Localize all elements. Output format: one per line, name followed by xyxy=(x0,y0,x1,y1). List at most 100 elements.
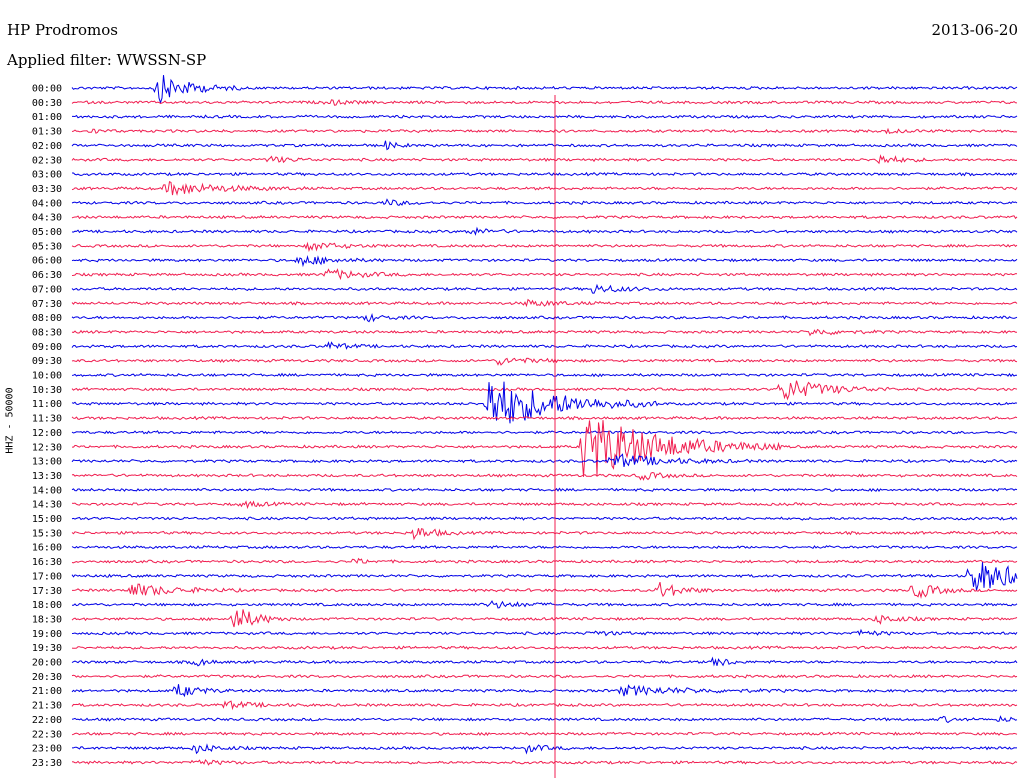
trace-line xyxy=(71,487,1018,492)
time-label: 02:00 xyxy=(32,141,62,152)
trace-line xyxy=(71,241,1018,253)
time-label: 23:00 xyxy=(32,744,62,755)
time-label: 14:00 xyxy=(32,485,62,496)
time-label: 14:30 xyxy=(32,500,62,511)
time-label: 07:30 xyxy=(32,299,62,310)
trace-line xyxy=(71,254,1018,268)
time-label: 23:30 xyxy=(32,758,62,769)
trace-line xyxy=(71,75,1018,105)
trace-line xyxy=(71,99,1018,106)
time-label: 21:30 xyxy=(32,701,62,712)
trace-line xyxy=(71,544,1018,550)
trace-line xyxy=(72,743,1017,755)
filter-label: Applied filter: WWSSN-SP xyxy=(7,51,207,69)
trace-line xyxy=(72,581,1018,599)
time-label: 20:30 xyxy=(32,672,62,683)
trace-line xyxy=(71,312,1018,323)
trace-line xyxy=(71,516,1018,521)
trace-line xyxy=(72,171,1018,177)
trace-line xyxy=(71,557,1018,564)
trace-line xyxy=(72,420,1018,477)
trace-line xyxy=(71,226,1018,236)
time-label: 17:30 xyxy=(32,586,62,597)
time-label: 12:00 xyxy=(32,428,62,439)
time-label: 06:00 xyxy=(32,256,62,267)
time-label: 17:00 xyxy=(32,571,62,582)
trace-line xyxy=(71,656,1018,667)
trace-line xyxy=(71,357,1018,366)
time-label: 19:30 xyxy=(32,643,62,654)
time-label: 08:00 xyxy=(32,313,62,324)
trace-line xyxy=(71,453,1018,468)
time-label: 01:30 xyxy=(32,127,62,138)
trace-line xyxy=(71,715,1018,724)
time-label: 07:00 xyxy=(32,284,62,295)
time-label: 10:00 xyxy=(32,371,62,382)
time-label: 10:30 xyxy=(32,385,62,396)
trace-line xyxy=(71,628,1018,637)
trace-line xyxy=(71,140,1018,151)
time-label: 13:00 xyxy=(32,457,62,468)
trace-line xyxy=(71,430,1018,435)
time-label: 04:00 xyxy=(32,198,62,209)
trace-line xyxy=(71,415,1018,421)
time-label: 06:30 xyxy=(32,270,62,281)
trace-line xyxy=(71,372,1017,378)
time-label: 22:30 xyxy=(32,729,62,740)
time-label: 00:30 xyxy=(32,98,62,109)
time-label: 05:00 xyxy=(32,227,62,238)
record-date: 2013-06-20 xyxy=(931,21,1018,39)
trace-line xyxy=(71,645,1018,650)
trace-line xyxy=(71,758,1018,766)
trace-line xyxy=(71,154,1018,165)
trace-line xyxy=(71,562,1018,591)
trace-line xyxy=(71,180,1018,196)
time-label: 13:30 xyxy=(32,471,62,482)
trace-line xyxy=(71,341,1018,350)
time-label: 03:00 xyxy=(32,170,62,181)
trace-line xyxy=(71,328,1017,337)
trace-line xyxy=(71,127,1018,135)
time-label: 01:00 xyxy=(32,112,62,123)
trace-line xyxy=(72,600,1018,609)
trace-line xyxy=(71,283,1018,294)
time-label: 22:00 xyxy=(32,715,62,726)
time-label: 20:00 xyxy=(32,658,62,669)
trace-line xyxy=(71,528,1018,541)
trace-line xyxy=(71,198,1018,207)
time-label: 18:00 xyxy=(32,600,62,611)
trace-line xyxy=(71,684,1018,698)
time-label: 03:30 xyxy=(32,184,62,195)
time-label: 15:00 xyxy=(32,514,62,525)
time-label: 12:30 xyxy=(32,442,62,453)
time-label: 05:30 xyxy=(32,241,62,252)
trace-line xyxy=(71,381,1018,424)
time-label: 09:30 xyxy=(32,356,62,367)
time-label: 02:30 xyxy=(32,155,62,166)
time-label: 21:00 xyxy=(32,686,62,697)
time-label: 11:30 xyxy=(32,414,62,425)
time-label: 19:00 xyxy=(32,629,62,640)
time-label: 08:30 xyxy=(32,327,62,338)
trace-line xyxy=(71,700,1018,711)
trace-line xyxy=(71,298,1018,308)
station-name: HP Prodromos xyxy=(7,21,118,39)
time-label: 00:00 xyxy=(32,84,62,95)
trace-line xyxy=(71,214,1018,220)
time-label: 15:30 xyxy=(32,528,62,539)
trace-line xyxy=(71,673,1018,679)
time-label: 16:30 xyxy=(32,557,62,568)
trace-line xyxy=(71,268,1018,281)
trace-line xyxy=(71,471,1018,481)
time-label: 16:00 xyxy=(32,543,62,554)
trace-line xyxy=(71,380,1018,401)
time-label: 04:30 xyxy=(32,213,62,224)
trace-line xyxy=(72,114,1018,119)
trace-line xyxy=(71,731,1018,737)
trace-line xyxy=(71,609,1018,628)
trace-line xyxy=(71,500,1018,510)
time-label: 18:30 xyxy=(32,614,62,625)
time-label: 09:00 xyxy=(32,342,62,353)
